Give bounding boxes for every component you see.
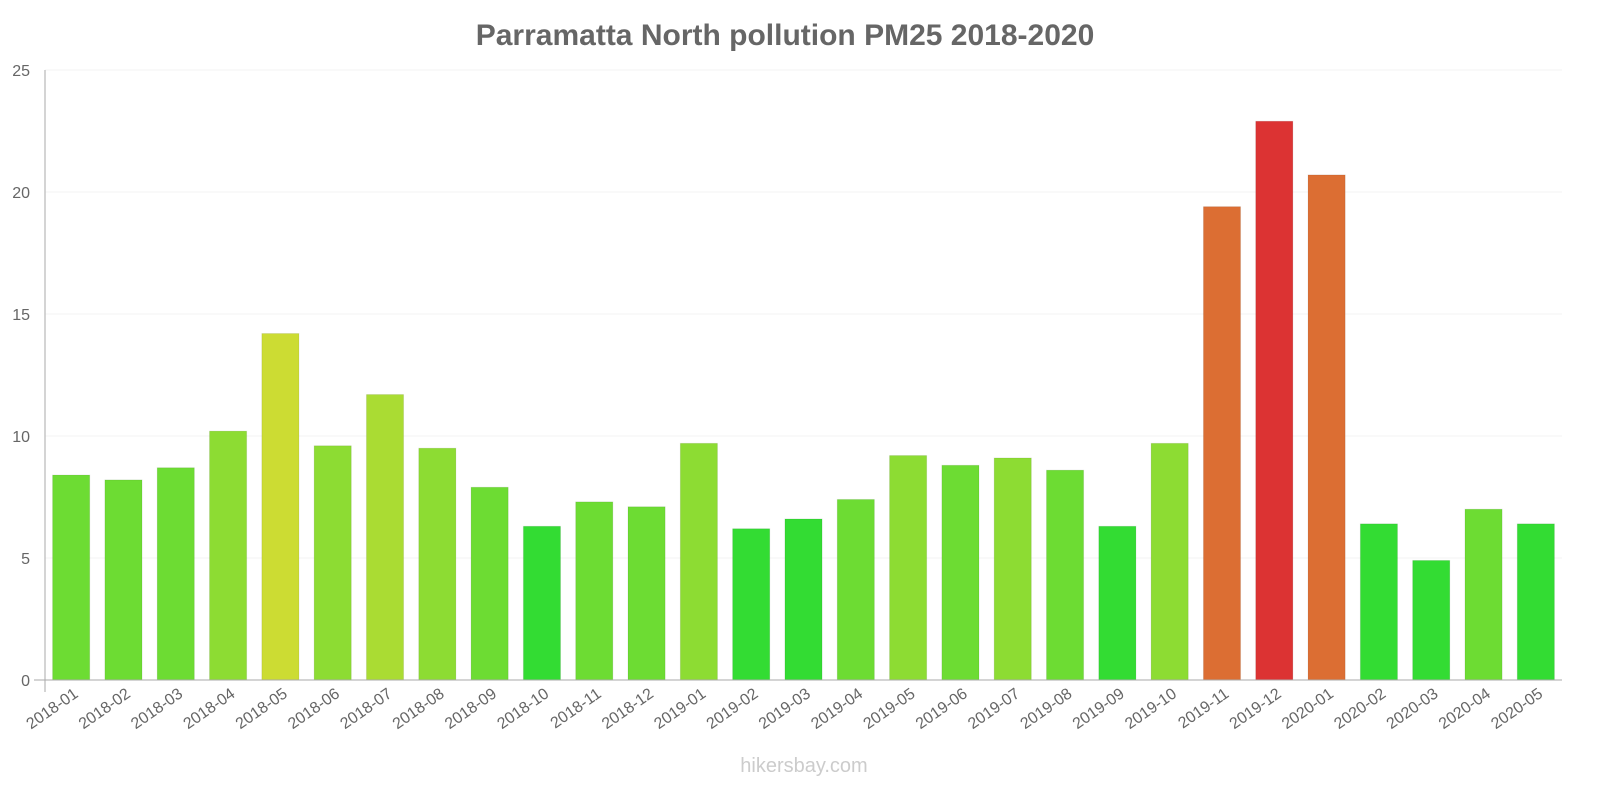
x-tick-label: 2019-10	[1122, 685, 1180, 733]
bar-2019-08	[1045, 469, 1085, 681]
x-tick-label: 2018-05	[233, 685, 291, 733]
x-tick-label: 2019-03	[756, 685, 814, 733]
bar-2019-11	[1202, 206, 1242, 681]
x-tick-label: 2018-08	[390, 685, 448, 733]
x-tick-label: 2020-05	[1488, 685, 1546, 733]
y-tick-label: 15	[12, 307, 30, 324]
bar-2018-06	[313, 445, 352, 681]
bar-2018-07	[365, 394, 405, 681]
bar-2018-01	[52, 474, 91, 681]
x-tick-label: 2018-11	[548, 685, 605, 732]
x-tick-label: 2019-09	[1070, 685, 1128, 733]
chart-title: Parramatta North pollution PM25 2018-202…	[476, 19, 1095, 52]
x-tick-label: 2018-02	[76, 685, 134, 733]
bar-2018-03	[156, 467, 195, 681]
bar-2019-09	[1098, 525, 1137, 681]
x-tick-label: 2018-10	[494, 685, 552, 733]
x-tick-label: 2020-04	[1436, 685, 1494, 733]
x-tick-label: 2018-06	[285, 685, 343, 733]
x-tick-label: 2018-01	[24, 685, 82, 733]
bar-2019-02	[732, 528, 771, 681]
x-tick-label: 2019-11	[1175, 685, 1232, 732]
bar-2019-10	[1150, 442, 1189, 681]
x-tick-label: 2018-03	[128, 685, 186, 733]
y-tick-label: 10	[12, 429, 30, 446]
x-tick-label: 2019-12	[1227, 685, 1285, 733]
bar-2019-12	[1255, 120, 1294, 681]
y-tick-label: 20	[12, 185, 30, 202]
bar-2018-02	[104, 479, 143, 681]
watermark: hikersbay.com	[740, 755, 867, 777]
bar-2018-10	[522, 525, 562, 681]
x-tick-label: 2020-03	[1384, 685, 1442, 733]
bar-2020-02	[1359, 523, 1398, 681]
y-tick-label: 25	[12, 63, 30, 80]
bar-2018-11	[575, 501, 614, 681]
bar-2018-04	[209, 430, 248, 681]
bar-2018-05	[261, 333, 300, 681]
bar-2020-01	[1307, 174, 1346, 681]
y-tick-label: 0	[21, 673, 30, 690]
x-tick-label: 2020-01	[1279, 685, 1337, 733]
bar-2019-06	[941, 464, 980, 681]
bar-2019-01	[679, 442, 718, 681]
x-tick-label: 2019-04	[808, 685, 866, 733]
bar-2020-05	[1516, 523, 1555, 681]
x-tick-label: 2019-07	[965, 685, 1023, 733]
bar-2019-03	[784, 518, 823, 681]
x-tick-label: 2018-09	[442, 685, 500, 733]
bar-2019-07	[993, 457, 1032, 681]
bar-2018-08	[418, 447, 457, 681]
x-tick-label: 2019-05	[861, 685, 919, 733]
bar-2020-04	[1464, 508, 1503, 681]
bar-2020-03	[1412, 559, 1451, 681]
x-tick-label: 2019-01	[651, 685, 709, 733]
x-tick-label: 2018-04	[181, 685, 239, 733]
x-tick-label: 2018-12	[599, 685, 657, 733]
x-tick-label: 2020-02	[1331, 685, 1389, 733]
bar-2018-12	[627, 506, 666, 681]
x-tick-label: 2018-07	[337, 685, 395, 733]
x-tick-label: 2019-02	[704, 685, 762, 733]
bar-2019-05	[889, 455, 928, 681]
y-tick-label: 5	[21, 551, 30, 568]
bar-2019-04	[836, 498, 875, 681]
x-tick-label: 2019-06	[913, 685, 971, 733]
x-tick-label: 2019-08	[1017, 685, 1075, 733]
bar-2018-09	[470, 486, 509, 681]
